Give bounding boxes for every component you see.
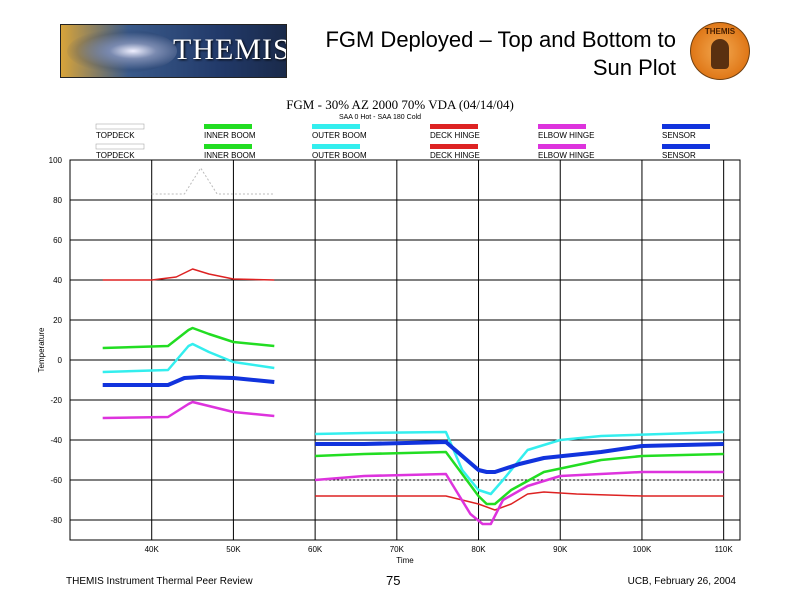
y-tick-label: -80 [50, 516, 62, 525]
series-line-deck-hinge [315, 491, 724, 511]
legend-swatch [430, 144, 478, 149]
x-tick-label: 50K [226, 545, 241, 554]
legend-label: TOPDECK [96, 151, 135, 160]
badge-text: THEMIS [704, 27, 736, 36]
x-tick-label: 70K [390, 545, 405, 554]
legend-label: INNER BOOM [204, 151, 256, 160]
y-tick-label: 40 [53, 276, 62, 285]
legend-label: OUTER BOOM [312, 131, 367, 140]
x-tick-label: 40K [145, 545, 160, 554]
legend-label: DECK HINGE [430, 131, 480, 140]
series-line-inner-boom [102, 326, 275, 350]
legend-swatch [662, 144, 710, 149]
series-line-deck-hinge [102, 268, 275, 281]
chart-subtitle: SAA 0 Hot - SAA 180 Cold [339, 114, 421, 121]
legend-label: OUTER BOOM [312, 151, 367, 160]
x-axis-label: Time [396, 556, 414, 565]
legend-swatch [204, 144, 252, 149]
series-line-sensor [315, 440, 724, 474]
legend-swatch [204, 124, 252, 129]
legend-label: SENSOR [662, 151, 696, 160]
x-tick-label: 60K [308, 545, 323, 554]
legend-swatch [312, 124, 360, 129]
series-line-elbow-hinge [314, 470, 724, 526]
logo-text: THEMIS [173, 33, 287, 66]
themis-badge-logo: THEMIS [690, 22, 750, 80]
legend-swatch [430, 124, 478, 129]
footer-left: THEMIS Instrument Thermal Peer Review [66, 576, 253, 587]
series-line-elbow-hinge [102, 400, 275, 420]
series-line-sensor [102, 375, 275, 387]
y-tick-label: 20 [53, 316, 62, 325]
legend-swatch [95, 123, 145, 130]
chart-grid [70, 159, 740, 540]
series-line-outer-boom [102, 342, 275, 374]
series-line-inner-boom [315, 450, 724, 506]
legend-label: ELBOW HINGE [538, 151, 594, 160]
themis-logo: THEMIS [60, 24, 287, 78]
x-tick-label: 100K [633, 545, 652, 554]
y-tick-label: -20 [50, 396, 62, 405]
legend-label: SENSOR [662, 131, 696, 140]
legend-label: ELBOW HINGE [538, 131, 594, 140]
chart-title: FGM - 30% AZ 2000 70% VDA (04/14/04) [286, 97, 514, 112]
legend-label: INNER BOOM [204, 131, 256, 140]
y-axis-label: Temperature [37, 327, 46, 372]
plot-area [69, 159, 741, 541]
series-line-outer-boom [315, 430, 724, 496]
y-tick-label: 100 [49, 156, 63, 165]
slide-title: FGM Deployed – Top and Bottom to Sun Plo… [325, 27, 676, 80]
y-tick-label: -40 [50, 436, 62, 445]
legend-swatch [662, 124, 710, 129]
chart-legend: TOPDECK INNER BOOM OUTER BOOM DECK HINGE ELB… [95, 123, 710, 160]
y-tick-label: 0 [58, 356, 63, 365]
legend-swatch [538, 124, 586, 129]
series-line-topdeck [151, 167, 275, 195]
page-number: 75 [386, 573, 401, 588]
y-tick-label: 60 [53, 236, 62, 245]
x-tick-label: 90K [553, 545, 568, 554]
legend-label: TOPDECK [96, 131, 135, 140]
y-tick-label: -60 [50, 476, 62, 485]
chart-series [102, 167, 724, 526]
y-tick-label: 80 [53, 196, 62, 205]
legend-swatch [95, 143, 145, 150]
footer-right: UCB, February 26, 2004 [627, 576, 736, 587]
x-tick-label: 110K [715, 545, 734, 554]
chart-ticks: 40K 50K 60K 70K 80K 90K 100K 110K 100 80 60 40 20 0 -2… [49, 156, 734, 554]
x-tick-label: 80K [471, 545, 486, 554]
legend-swatch [538, 144, 586, 149]
legend-label: DECK HINGE [430, 151, 480, 160]
logo-swirl-graphic [67, 29, 177, 73]
legend-swatch [312, 144, 360, 149]
badge-figure-graphic [711, 39, 729, 69]
